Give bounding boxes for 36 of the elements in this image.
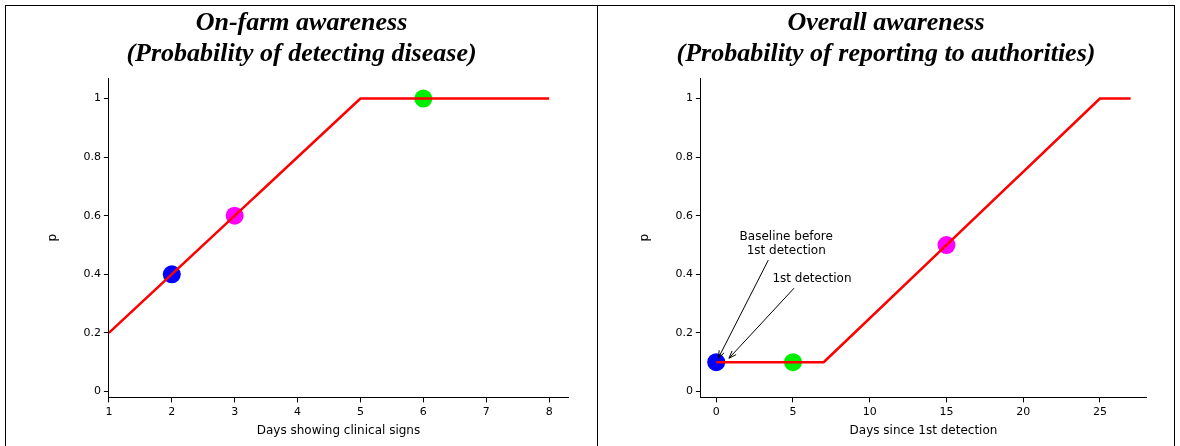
x-tick-label: 5 [789, 404, 797, 418]
y-tick-label: 0.2 [675, 325, 693, 339]
x-tick-label: 7 [482, 404, 490, 418]
x-tick-label: 3 [231, 404, 239, 418]
y-tick-label: 0.6 [675, 208, 693, 222]
x-tick-label: 25 [1092, 404, 1107, 418]
y-tick-label: 0.2 [83, 325, 101, 339]
y-tick-label: 0 [93, 384, 101, 398]
x-tick-label: 0 [712, 404, 720, 418]
x-axis-title: Days showing clinical signs [256, 422, 421, 437]
y-tick-label: 1 [93, 91, 101, 105]
y-tick-label: 0 [685, 384, 693, 398]
chart-subtitle: (Probability of detecting disease) [125, 37, 478, 68]
y-tick-label: 0.8 [83, 149, 101, 163]
x-tick-label: 1 [105, 404, 113, 418]
y-axis-title: p [637, 233, 652, 242]
y-tick-label: 0.4 [675, 267, 693, 281]
chart-title: Overall awareness [786, 6, 986, 37]
x-tick-label: 4 [294, 404, 302, 418]
x-tick-label: 20 [1016, 404, 1031, 418]
chart-subtitle: (Probability of reporting to authorities) [675, 37, 1097, 68]
x-tick-label: 15 [939, 404, 954, 418]
x-tick-label: 8 [545, 404, 553, 418]
x-tick-label: 2 [168, 404, 176, 418]
x-axis-title: Days since 1st detection [849, 422, 998, 437]
y-tick-label: 1 [685, 91, 693, 105]
chart-title: On-farm awareness [194, 6, 409, 37]
y-tick-label: 0.8 [675, 149, 693, 163]
x-tick-label: 5 [356, 404, 364, 418]
y-tick-label: 0.4 [83, 267, 101, 281]
y-axis-title: p [45, 233, 60, 242]
annotation: Baseline before 1st detection [739, 229, 833, 258]
y-tick-label: 0.6 [83, 208, 101, 222]
x-tick-label: 10 [862, 404, 877, 418]
annotation: 1st detection [772, 271, 852, 286]
x-tick-label: 6 [419, 404, 427, 418]
